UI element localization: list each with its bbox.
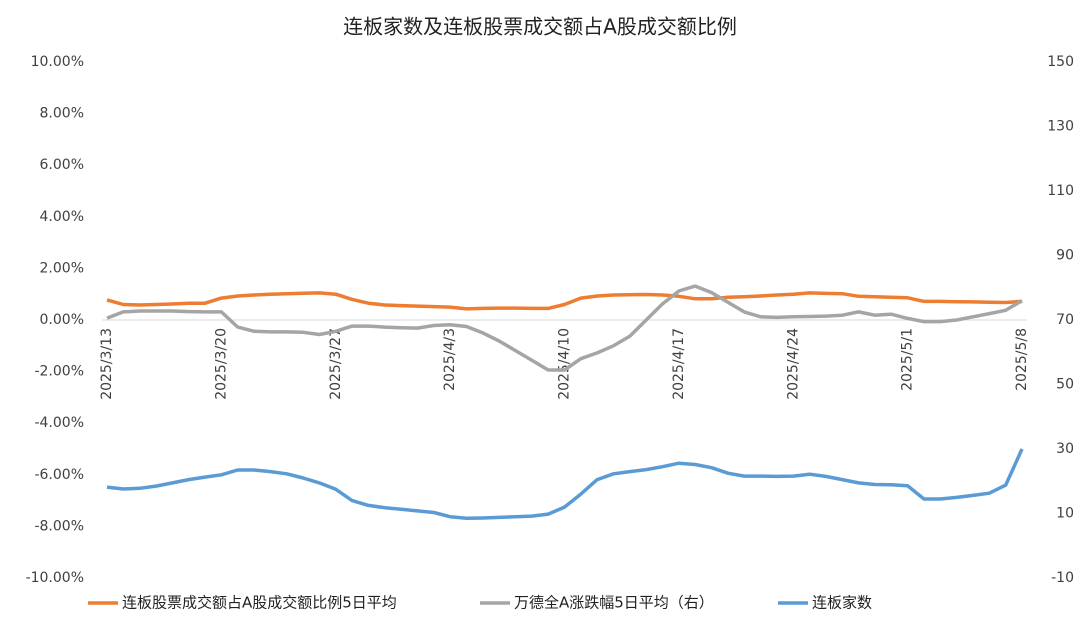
y-tick-label: -6.00% [34,467,84,483]
legend-label: 连板家数 [812,594,872,612]
x-tick-label: 2025/3/27 [328,328,344,400]
y2-tick-label: 90 [1056,248,1074,264]
y-tick-label: -2.00% [34,364,84,380]
y2-tick-label: 30 [1056,441,1074,457]
y2-tick-label: 50 [1056,377,1074,393]
legend-label: 万德全A涨跌幅5日平均（右） [514,594,714,612]
x-tick-label: 2025/5/1 [900,328,916,391]
y-tick-label: -8.00% [34,518,84,534]
series-line [106,284,1023,372]
x-tick-label: 2025/4/10 [557,328,573,400]
y-tick-label: 4.00% [40,209,84,225]
y-tick-label: 2.00% [40,260,84,276]
legend-label: 连板股票成交额占A股成交额比例5日平均 [122,594,397,612]
x-tick-label: 2025/5/8 [1014,328,1030,391]
x-tick-label: 2025/3/13 [99,328,115,400]
y2-tick-label: 70 [1056,312,1074,328]
y-tick-label: 10.00% [31,54,84,70]
x-tick-label: 2025/4/17 [671,328,687,400]
chart-title: 连板家数及连板股票成交额占A股成交额比例 [343,15,737,39]
y2-tick-label: -10 [1051,570,1074,586]
series-line [106,448,1024,521]
y-tick-label: 0.00% [40,312,84,328]
y-tick-label: -10.00% [26,570,84,586]
y2-tick-label: 130 [1047,119,1074,135]
y2-tick-label: 10 [1056,506,1074,522]
x-tick-label: 2025/4/24 [785,328,801,400]
x-tick-label: 2025/4/3 [442,328,458,391]
x-tick-label: 2025/3/20 [213,328,229,400]
y-tick-label: -4.00% [34,415,84,431]
y-tick-label: 6.00% [40,157,84,173]
series-line [106,291,1023,311]
y2-tick-label: 150 [1047,54,1074,70]
y2-tick-label: 110 [1047,183,1074,199]
y-tick-label: 8.00% [40,106,84,122]
